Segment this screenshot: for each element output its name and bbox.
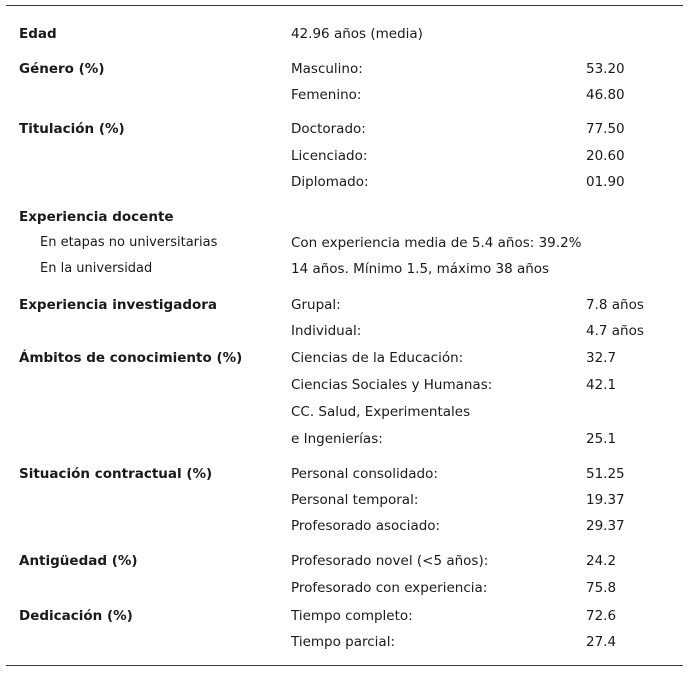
ambitos-item-value: 42.1 xyxy=(586,377,617,393)
row-label-edad: Edad xyxy=(19,26,57,42)
table-bottom-rule xyxy=(6,665,683,666)
ambitos-item-name: e Ingenierías: xyxy=(291,431,383,447)
investigadora-item-value: 7.8 años xyxy=(586,297,644,313)
investigadora-item-value: 4.7 años xyxy=(586,323,644,339)
situacion-item-name: Personal temporal: xyxy=(291,492,419,508)
row-label-titulacion: Titulación (%) xyxy=(19,121,125,137)
ambitos-item-value: 25.1 xyxy=(586,431,617,447)
titulacion-item-value: 20.60 xyxy=(586,148,625,164)
experiencia-docente-subitem-name: En la universidad xyxy=(40,261,153,276)
ambitos-item-value: 32.7 xyxy=(586,350,617,366)
table-top-rule xyxy=(6,5,683,6)
experiencia-docente-subitem-value: Con experiencia media de 5.4 años: 39.2% xyxy=(291,235,582,251)
row-label-dedicacion: Dedicación (%) xyxy=(19,608,133,624)
dedicacion-item-value: 72.6 xyxy=(586,608,617,624)
dedicacion-item-name: Tiempo completo: xyxy=(291,608,413,624)
titulacion-item-name: Licenciado: xyxy=(291,148,368,164)
row-label-situacion-contractual: Situación contractual (%) xyxy=(19,466,213,482)
situacion-item-name: Profesorado asociado: xyxy=(291,518,441,534)
ambitos-item-name: Ciencias de la Educación: xyxy=(291,350,464,366)
row-label-genero: Género (%) xyxy=(19,61,105,77)
row-label-experiencia-docente: Experiencia docente xyxy=(19,209,174,225)
dedicacion-item-name: Tiempo parcial: xyxy=(291,634,395,650)
genero-item-value: 46.80 xyxy=(586,87,625,103)
row-label-ambitos: Ámbitos de conocimiento (%) xyxy=(19,350,243,366)
row-label-antiguedad: Antigüedad (%) xyxy=(19,553,138,569)
dedicacion-item-value: 27.4 xyxy=(586,634,617,650)
investigadora-item-name: Individual: xyxy=(291,323,362,339)
situacion-item-name: Personal consolidado: xyxy=(291,466,438,482)
genero-item-name: Femenino: xyxy=(291,87,362,103)
experiencia-docente-subitem-name: En etapas no universitarias xyxy=(40,235,218,250)
titulacion-item-name: Diplomado: xyxy=(291,174,369,190)
situacion-item-value: 51.25 xyxy=(586,466,625,482)
situacion-item-value: 19.37 xyxy=(586,492,625,508)
ambitos-item-name: Ciencias Sociales y Humanas: xyxy=(291,377,493,393)
investigadora-item-name: Grupal: xyxy=(291,297,341,313)
ambitos-item-name: CC. Salud, Experimentales xyxy=(291,404,471,420)
row-label-experiencia-investigadora: Experiencia investigadora xyxy=(19,297,218,313)
antiguedad-item-name: Profesorado novel (<5 años): xyxy=(291,553,489,569)
edad-value: 42.96 años (media) xyxy=(291,26,423,42)
genero-item-name: Masculino: xyxy=(291,61,363,77)
genero-item-value: 53.20 xyxy=(586,61,625,77)
antiguedad-item-value: 24.2 xyxy=(586,553,617,569)
titulacion-item-value: 01.90 xyxy=(586,174,625,190)
titulacion-item-name: Doctorado: xyxy=(291,121,366,137)
antiguedad-item-value: 75.8 xyxy=(586,580,617,596)
experiencia-docente-subitem-value: 14 años. Mínimo 1.5, máximo 38 años xyxy=(291,261,550,277)
situacion-item-value: 29.37 xyxy=(586,518,625,534)
antiguedad-item-name: Profesorado con experiencia: xyxy=(291,580,488,596)
titulacion-item-value: 77.50 xyxy=(586,121,625,137)
